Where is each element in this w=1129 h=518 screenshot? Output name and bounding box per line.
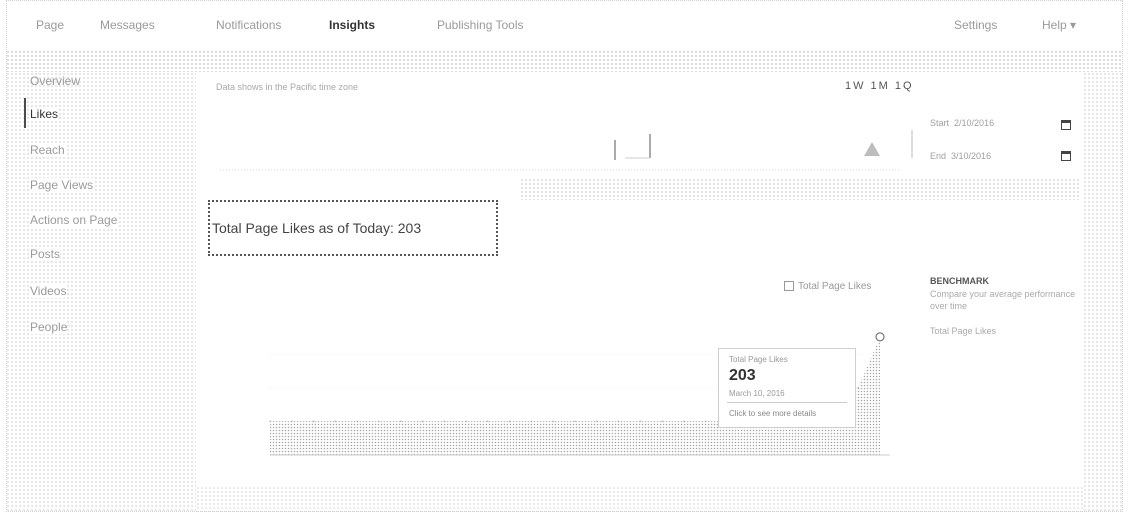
timezone-note: Data shows in the Pacific time zone (216, 82, 359, 92)
data-point[interactable] (421, 420, 424, 422)
benchmark-item[interactable]: Total Page Likes (930, 326, 997, 336)
sidebar-item-page-views[interactable]: Page Views (30, 178, 94, 192)
data-point[interactable] (269, 420, 271, 422)
tooltip-details-link[interactable]: Click to see more details (729, 409, 817, 418)
nav-settings[interactable]: Settings (954, 18, 998, 32)
sidebar-item-people[interactable]: People (30, 320, 68, 334)
data-point[interactable] (400, 420, 402, 422)
data-point[interactable] (465, 420, 467, 422)
benchmark-title: BENCHMARK (930, 276, 989, 286)
data-point[interactable] (443, 420, 445, 422)
nav-publishing-tools[interactable]: Publishing Tools (437, 18, 524, 32)
benchmark-description: Compare your average performance over ti… (930, 289, 1076, 311)
highlight-box (208, 200, 498, 256)
data-point[interactable] (552, 420, 554, 422)
end-date-label: End 3/10/2016 (930, 151, 992, 161)
sidebar-active-indicator (24, 98, 26, 128)
nav-help[interactable]: Help ▾ (1042, 18, 1077, 32)
range-presets[interactable]: 1W 1M 1Q (845, 80, 914, 92)
data-point[interactable] (334, 420, 336, 422)
data-point[interactable] (291, 420, 293, 422)
nav-messages[interactable]: Messages (100, 18, 155, 32)
total-likes-headline: Total Page Likes as of Today: 203 (212, 220, 422, 236)
data-point[interactable] (661, 420, 663, 422)
data-point[interactable] (857, 386, 859, 389)
chart-legend[interactable]: Total Page Likes (784, 281, 871, 292)
benchmark-panel: BENCHMARK Compare your average performan… (930, 276, 1080, 336)
range-selector-sparkline[interactable] (200, 100, 920, 180)
data-point[interactable] (596, 420, 598, 422)
calendar-icon[interactable] (1061, 151, 1071, 161)
calendar-icon[interactable] (1061, 120, 1071, 130)
sidebar-item-overview[interactable]: Overview (30, 74, 81, 88)
data-point[interactable] (487, 420, 489, 422)
legend-checkbox-icon (784, 281, 794, 292)
data-point[interactable] (574, 420, 576, 422)
data-point[interactable] (378, 420, 380, 422)
range-handle[interactable] (864, 142, 880, 156)
nav-notifications[interactable]: Notifications (216, 18, 282, 32)
sidebar-item-reach[interactable]: Reach (30, 143, 65, 157)
data-point[interactable] (683, 420, 685, 422)
sidebar-item-posts[interactable]: Posts (30, 247, 61, 261)
data-point[interactable] (875, 332, 885, 342)
data-point[interactable] (705, 420, 707, 422)
data-point[interactable] (312, 420, 315, 422)
tooltip-value: 203 (729, 367, 756, 384)
data-point[interactable] (639, 420, 641, 422)
nav-insights[interactable]: Insights (329, 18, 376, 32)
chart-tooltip: Total Page Likes 203 March 10, 2016 Clic… (718, 348, 856, 428)
sidebar-item-likes[interactable]: Likes (30, 107, 59, 121)
nav-page[interactable]: Page (36, 18, 65, 32)
start-date-label: Start 2/10/2016 (930, 118, 995, 128)
tooltip-title: Total Page Likes (729, 355, 788, 364)
data-point[interactable] (509, 420, 511, 422)
sidebar-item-videos[interactable]: Videos (30, 284, 67, 298)
tooltip-date: March 10, 2016 (729, 389, 785, 398)
data-point[interactable] (530, 420, 533, 422)
top-navigation: Page Messages Notifications Insights Pub… (0, 0, 1129, 46)
data-point[interactable] (356, 420, 358, 422)
sidebar-item-actions-on-page[interactable]: Actions on Page (30, 213, 118, 227)
data-point[interactable] (617, 420, 620, 422)
